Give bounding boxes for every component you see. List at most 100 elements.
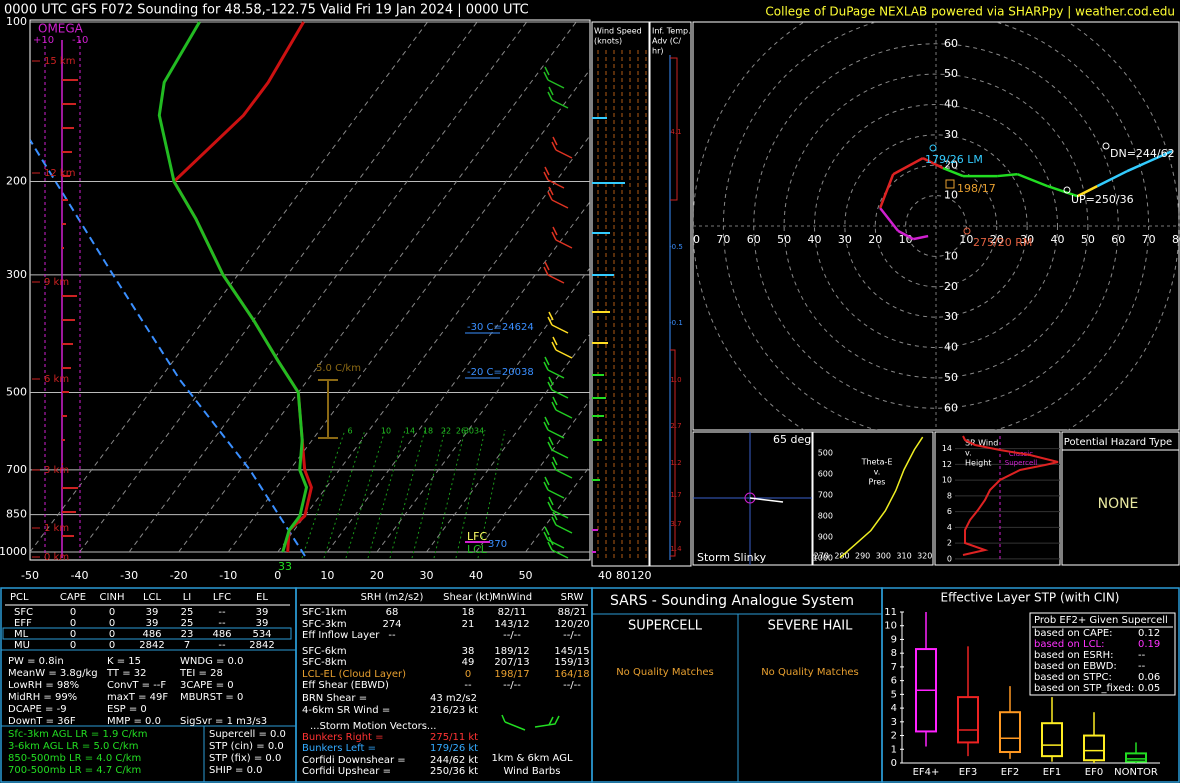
lapse-bracket [318,379,338,439]
hazard-frame [1061,431,1180,566]
wind-barb [543,476,565,499]
hodo-ring [874,164,998,288]
isotherm [426,333,590,553]
composite: STP (fix) = 0.0 [209,753,281,764]
label: Height [965,459,991,468]
row-label: SFC-6km [302,646,347,657]
label: 1 km [44,523,69,534]
theta-x-tick: 320 [917,552,932,561]
isotherm [277,134,590,553]
box [1083,734,1105,762]
isotherm [227,68,590,553]
wind-barb [551,336,573,359]
theta-x-tick: 270 [814,552,829,561]
hodo-ring-label: 20 [990,233,1004,246]
label: v. [874,468,881,477]
table-cell: -- [464,680,472,691]
index: TEI = 28 [179,668,223,679]
table-cell: -- [218,640,226,651]
lapse-rate: 3-6km AGL LR = 5.0 C/km [8,741,138,752]
table-cell: MU [14,640,30,651]
lapse-rate: Sfc-3km AGL LR = 1.9 C/km [8,729,147,740]
hodo-ring-label: 70 [716,233,730,246]
table-cell: 145/15 [554,646,589,657]
stp-y-tick: 1 [891,744,897,755]
table-header: PCL [10,592,29,603]
label: 6 km [44,374,69,385]
label: Pres [869,478,886,487]
table-cell: 23 [181,629,194,640]
lapse-rate: 850-500mb LR = 4.0 C/km [8,753,141,764]
mixing-ratio-line [455,429,486,559]
ml-highlight [2,627,292,640]
box [957,696,979,744]
dn-marker [1102,142,1110,150]
label: DN=244/62 [1110,147,1175,160]
mixing-ratio-line [367,429,406,559]
label: -20 C=20038 [467,367,534,378]
hodo-ring-label: 30 [944,128,958,141]
credit: College of DuPage NEXLAB powered via SHA… [765,5,1175,19]
label: 18 [423,427,433,436]
table-cell: 39 [146,607,159,618]
temp-tick-label: -20 [170,569,188,582]
table-cell: 0 [109,640,115,651]
table-cell: 2842 [139,640,164,651]
hodo-ring-label: 60 [1111,233,1125,246]
temp-tick-label: 40 [469,569,483,582]
hodo-segment [1126,149,1173,173]
table-cell: EFF [14,618,32,629]
composite: STP (cin) = 0.0 [209,741,284,752]
index: K = 15 [107,656,141,667]
label: ...Storm Motion Vectors... [310,721,436,732]
wind-barb [551,226,573,249]
isotherm [30,21,428,553]
wind-barb [543,66,565,89]
index: MidRH = 99% [8,692,77,703]
rm-marker [963,227,971,235]
stp-y-tick: 5 [891,689,897,700]
hodo-ring [814,104,1058,348]
hodo-segment [922,156,944,170]
index: MBURST = 0 [180,692,243,703]
dewpoint-profile [157,21,309,553]
adv-label: 1.4 [670,545,682,553]
label: 9 km [44,277,69,288]
label: SUPERCELL [628,619,703,634]
table-cell: 164/18 [554,669,589,680]
table-cell: 0 [465,669,471,680]
row-label: Eff Inflow Layer [302,630,380,641]
label: BRN Shear = [302,693,367,704]
table-cell: 49 [462,657,475,668]
table-cell: --/-- [503,680,521,691]
lm-marker [929,144,937,152]
hodo-segment [1047,184,1078,198]
hodo-ring-label: 50 [777,233,791,246]
temp-adv-frame [649,21,692,567]
row-label: Eff Shear (EBWD) [302,680,389,691]
slinky-vector [749,497,784,503]
label: -10 [72,35,88,46]
isotherm [326,200,590,553]
label: No Quality Matches [761,667,859,678]
stp-y-tick: 0 [891,758,897,769]
table-header: LI [183,592,192,603]
table-cell: 0 [70,607,76,618]
hodo-segment [897,229,914,241]
label: 0.06 [1138,672,1160,683]
adv-label: 3.7 [670,520,681,528]
stp-y-tick: 8 [891,648,897,659]
temp-tick-label: 20 [370,569,384,582]
wind-barb [547,186,569,209]
label: 65 deg [773,433,811,446]
label: -- [1138,650,1146,661]
label: +10 [33,35,54,46]
label: Adv (C/ [652,37,681,46]
table-header: MnWind [492,592,532,603]
mixing-ratio-line [411,429,446,559]
table-cell: 39 [146,618,159,629]
lapse-rate: 700-500mb LR = 4.7 C/km [8,765,141,776]
label: Inf. Temp. [652,27,691,36]
label: 22 [441,427,451,436]
wind-barb [543,166,565,189]
